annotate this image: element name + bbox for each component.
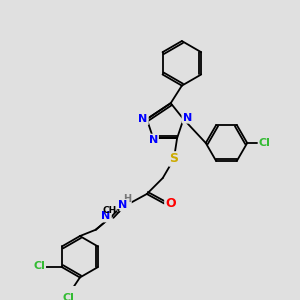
Text: N: N <box>101 211 111 221</box>
Text: H: H <box>123 194 131 204</box>
Text: Cl: Cl <box>33 260 45 271</box>
Text: N: N <box>148 135 158 145</box>
Text: N: N <box>183 112 192 122</box>
Text: S: S <box>169 152 178 165</box>
Text: N: N <box>118 200 127 210</box>
Text: O: O <box>165 197 176 210</box>
Text: Cl: Cl <box>259 138 271 148</box>
Text: N: N <box>138 114 148 124</box>
Text: Cl: Cl <box>63 292 75 300</box>
Text: CH₃: CH₃ <box>103 206 121 215</box>
